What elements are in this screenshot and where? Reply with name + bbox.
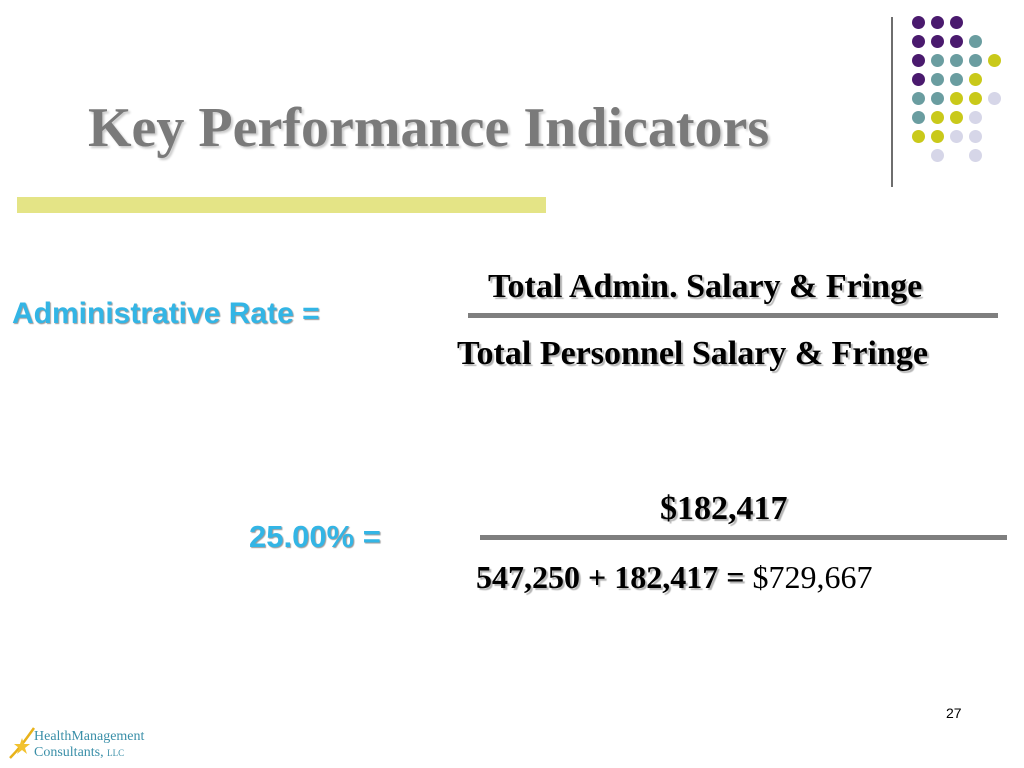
teal-dot (912, 111, 925, 124)
teal-dot (931, 73, 944, 86)
teal-dot (950, 54, 963, 67)
denominator-expression: 547,250 + 182,417 = (476, 559, 745, 595)
teal-dot (969, 35, 982, 48)
teal-dot (950, 73, 963, 86)
purple-dot (912, 16, 925, 29)
yellow-dot (912, 130, 925, 143)
slide-title: Key Performance Indicators (88, 97, 770, 159)
purple-dot (931, 16, 944, 29)
calculation-numerator: $182,417 (660, 490, 788, 527)
yellow-dot (950, 92, 963, 105)
yellow-dot (950, 111, 963, 124)
rate-result-label: 25.00% = (249, 519, 381, 554)
logo-suffix: LLC (107, 748, 125, 758)
divider-line (891, 17, 893, 187)
page-number: 27 (946, 705, 962, 721)
lavender-dot (988, 92, 1001, 105)
star-swoosh-icon (9, 727, 36, 759)
teal-dot (931, 54, 944, 67)
administrative-rate-label: Administrative Rate = (12, 297, 320, 330)
title-underline-bar (17, 197, 546, 213)
logo-line-2-text: Consultants, (34, 745, 104, 760)
teal-dot (969, 54, 982, 67)
formula-fraction-bar (468, 313, 998, 318)
lavender-dot (950, 130, 963, 143)
denominator-total: $729,667 (752, 559, 873, 595)
calculation-denominator: 547,250 + 182,417 = $729,667 (476, 561, 872, 593)
purple-dot (950, 16, 963, 29)
purple-dot (950, 35, 963, 48)
logo-line-1: HealthManagement (34, 729, 145, 744)
purple-dot (912, 35, 925, 48)
yellow-dot (988, 54, 1001, 67)
purple-dot (931, 35, 944, 48)
formula-numerator: Total Admin. Salary & Fringe (488, 268, 923, 305)
lavender-dot (969, 111, 982, 124)
purple-dot (912, 54, 925, 67)
lavender-dot (969, 130, 982, 143)
lavender-dot (931, 149, 944, 162)
purple-dot (912, 73, 925, 86)
company-logo: HealthManagement Consultants, LLC (8, 724, 178, 764)
decorative-dot-grid (0, 0, 1024, 200)
logo-line-2: Consultants, LLC (34, 746, 124, 760)
calculation-fraction-bar (480, 535, 1007, 540)
yellow-dot (931, 111, 944, 124)
yellow-dot (969, 73, 982, 86)
formula-denominator: Total Personnel Salary & Fringe (457, 335, 928, 372)
yellow-dot (969, 92, 982, 105)
yellow-dot (931, 130, 944, 143)
lavender-dot (969, 149, 982, 162)
teal-dot (912, 92, 925, 105)
teal-dot (931, 92, 944, 105)
